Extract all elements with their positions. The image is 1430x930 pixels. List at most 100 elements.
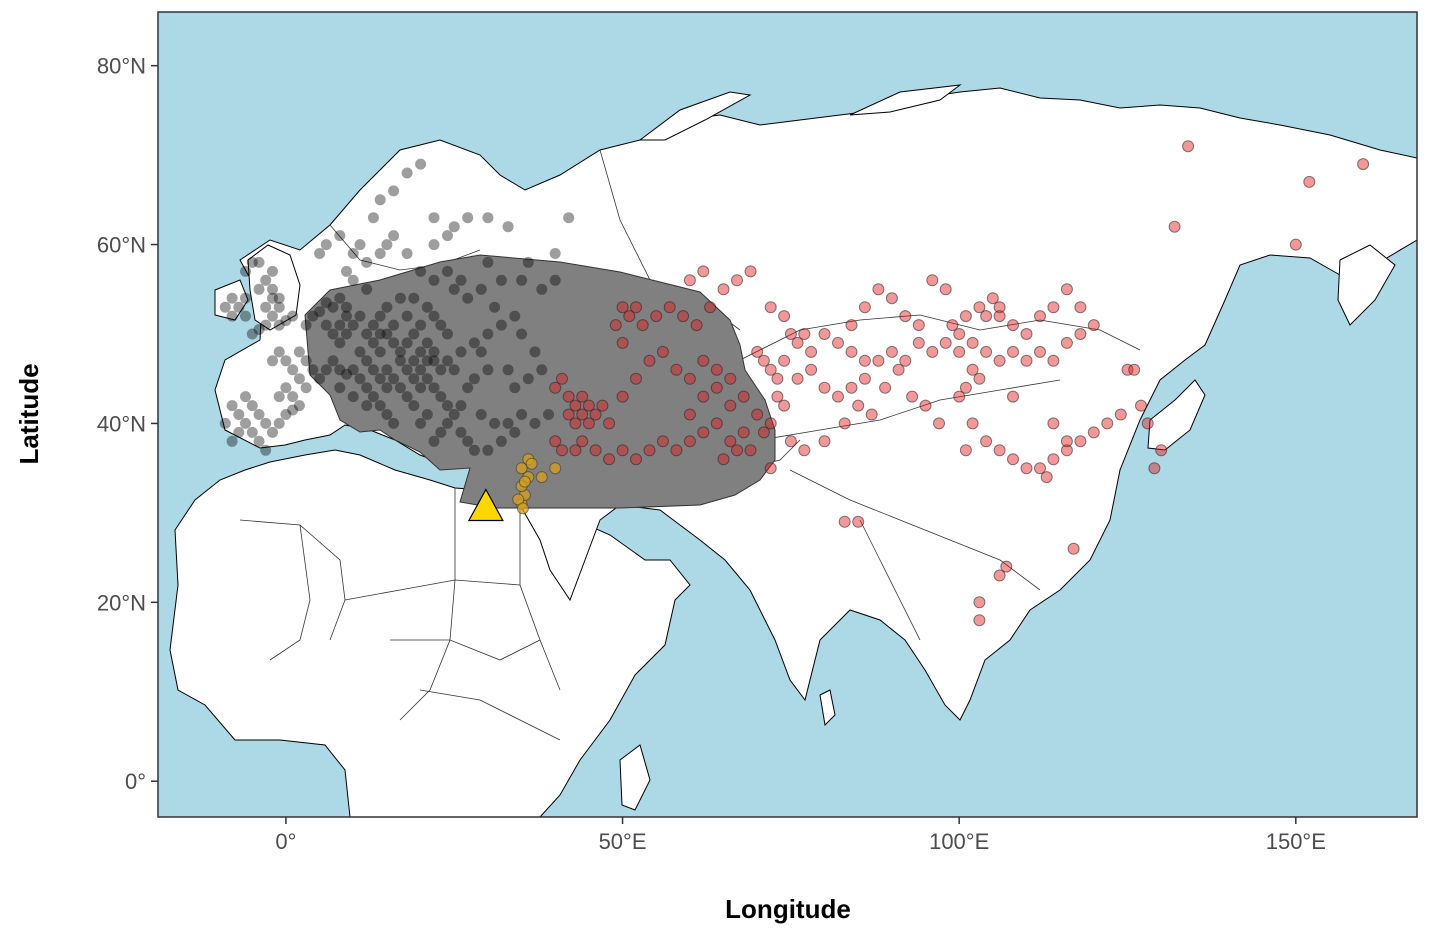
occurrence-point-black <box>253 435 265 447</box>
occurrence-point-red <box>757 426 770 439</box>
y-tick-label: 60°N <box>97 233 146 258</box>
occurrence-point-red <box>1303 175 1316 188</box>
occurrence-point-black <box>267 426 278 438</box>
occurrence-point-black <box>260 319 272 331</box>
occurrence-point-black <box>320 319 332 331</box>
occurrence-point-black <box>287 404 299 416</box>
occurrence-point-black <box>502 364 514 376</box>
occurrence-point-red <box>656 435 669 448</box>
occurrence-point-red <box>1040 471 1053 484</box>
occurrence-point-red <box>751 345 764 358</box>
occurrence-point-black <box>253 324 265 335</box>
occurrence-point-black <box>475 346 487 358</box>
occurrence-point-black <box>381 409 393 420</box>
occurrence-point-black <box>280 382 292 394</box>
occurrence-point-black <box>354 310 366 322</box>
occurrence-point-red <box>899 354 912 367</box>
occurrence-point-red <box>892 363 905 376</box>
occurrence-point-red <box>1074 328 1087 340</box>
occurrence-point-red <box>1357 158 1370 171</box>
occurrence-point-red <box>1020 354 1033 367</box>
occurrence-point-black <box>428 274 440 286</box>
occurrence-point-black <box>415 158 427 170</box>
occurrence-point-black <box>314 373 326 385</box>
occurrence-point-red <box>818 381 831 394</box>
occurrence-point-black <box>267 355 278 367</box>
occurrence-point-red <box>798 328 811 340</box>
occurrence-point-red <box>630 453 642 466</box>
occurrence-point-black <box>341 310 352 322</box>
occurrence-point-red <box>616 444 629 457</box>
occurrence-point-red <box>865 408 878 421</box>
x-tick-label: 50°E <box>599 829 647 854</box>
occurrence-point-black <box>273 319 285 331</box>
panel-border <box>157 11 1418 818</box>
occurrence-point-black <box>462 212 474 224</box>
occurrence-point-red <box>576 408 589 421</box>
occurrence-point-black <box>361 400 373 412</box>
occurrence-point-black <box>475 409 487 420</box>
occurrence-point-black <box>415 319 427 331</box>
occurrence-point-red <box>778 399 791 412</box>
land-layer <box>169 84 1417 817</box>
occurrence-point-red <box>576 435 589 448</box>
occurrence-point-red <box>852 515 865 528</box>
occurrence-point-red <box>784 435 797 448</box>
occurrence-point-black <box>401 364 413 376</box>
occurrence-point-black <box>408 400 420 412</box>
occurrence-point-orange <box>549 462 562 475</box>
occurrence-point-red <box>832 390 844 403</box>
occurrence-point-red <box>791 372 804 385</box>
occurrence-point-black <box>273 292 285 304</box>
occurrence-point-black <box>374 328 386 340</box>
occurrence-point-red <box>623 310 636 323</box>
occurrence-point-black <box>455 426 467 438</box>
occurrence-point-red <box>771 390 784 403</box>
occurrence-point-red <box>1114 408 1127 421</box>
occurrence-point-red <box>959 310 972 323</box>
occurrence-point-black <box>341 328 352 340</box>
occurrence-point-black <box>260 444 272 456</box>
landmass-kamchatka <box>1337 244 1396 326</box>
occurrence-point-black <box>287 391 299 403</box>
occurrence-point-red <box>933 417 945 430</box>
occurrence-point-black <box>388 337 400 349</box>
occurrence-point-black <box>280 409 292 420</box>
occurrence-point-red <box>683 435 696 448</box>
occurrence-point-red <box>912 319 925 332</box>
occurrence-point-black <box>354 373 366 385</box>
occurrence-point-red <box>609 319 622 332</box>
occurrence-point-red <box>1007 453 1019 466</box>
occurrence-point-black <box>394 382 406 394</box>
occurrence-point-red <box>1007 345 1019 358</box>
occurrence-point-black <box>435 319 447 331</box>
landmass-japan <box>1147 379 1206 451</box>
occurrence-point-red <box>670 363 683 376</box>
occurrence-points <box>219 140 1370 627</box>
occurrence-point-black <box>421 337 433 349</box>
occurrence-point-black <box>341 301 352 313</box>
occurrence-point-red <box>751 408 764 421</box>
y-tick-label: 80°N <box>97 54 146 79</box>
occurrence-point-red <box>697 354 710 367</box>
occurrence-point-black <box>361 283 373 295</box>
occurrence-point-red <box>724 399 737 412</box>
occurrence-point-black <box>509 310 521 322</box>
occurrence-point-red <box>973 301 986 314</box>
occurrence-point-red <box>953 328 966 340</box>
occurrence-point-red <box>697 265 710 278</box>
occurrence-point-red <box>1060 435 1073 448</box>
landmass-eurasia <box>214 87 1417 721</box>
occurrence-point-red <box>1047 453 1060 466</box>
occurrence-point-black <box>381 382 393 394</box>
occurrence-point-red <box>589 444 602 457</box>
occurrence-point-black <box>280 355 292 367</box>
occurrence-point-black <box>529 346 541 358</box>
occurrence-point-red <box>556 372 568 385</box>
y-axis-title: Latitude <box>14 363 44 464</box>
occurrence-point-black <box>543 409 554 420</box>
occurrence-point-black <box>320 297 332 309</box>
occurrence-point-black <box>455 274 467 286</box>
x-tick-label: 150°E <box>1266 829 1326 854</box>
occurrence-point-red <box>805 363 818 376</box>
